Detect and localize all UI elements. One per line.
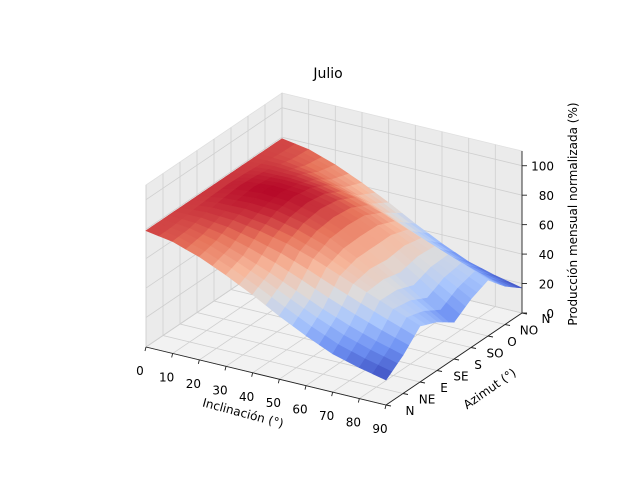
grid-line-z <box>145 136 523 230</box>
chart-title: Julio <box>312 66 342 82</box>
y-tick-mark <box>419 381 426 384</box>
y-tick-label: NE <box>419 393 436 407</box>
x-tick-mark <box>224 366 227 371</box>
y-tick-mark <box>470 347 477 349</box>
x-tick-label: 50 <box>266 396 281 410</box>
tick-labels: 0 10 20 30 40 50 60 70 80 90NNEESESSOONON02040608… <box>136 160 554 436</box>
axis-lines <box>144 151 528 410</box>
x-tick-label: 30 <box>212 383 227 397</box>
y-tick-label: N <box>406 404 415 418</box>
z-axis-label: Producción mensual normalizada (%) <box>566 102 580 325</box>
x-tick-label: 40 <box>239 390 254 404</box>
x-tick-mark <box>277 379 280 384</box>
x-tick-mark <box>171 353 174 358</box>
x-tick-mark <box>331 392 334 397</box>
x-tick-label: 60 <box>292 403 307 417</box>
x-axis-line <box>145 346 387 406</box>
z-tick-label: 20 <box>539 278 554 292</box>
x-tick-label: 20 <box>186 377 201 391</box>
z-tick-label: 60 <box>539 219 554 233</box>
x-tick-label: 0 <box>136 364 144 378</box>
y-tick-label: E <box>440 381 448 395</box>
z-tick-label: 0 <box>546 307 554 321</box>
y-tick-label: SE <box>453 370 468 384</box>
y-tick-label: SO <box>486 347 503 361</box>
x-tick-label: 90 <box>372 422 387 436</box>
x-tick-label: 80 <box>346 416 361 430</box>
x-tick-label: 10 <box>159 370 174 384</box>
y-tick-label: O <box>507 335 516 349</box>
z-tick-label: 40 <box>539 248 554 262</box>
y-tick-mark <box>504 324 511 326</box>
x-tick-label: 70 <box>319 409 334 423</box>
grid-line-z <box>145 107 523 201</box>
y-axis-label: Azimut (°) <box>461 365 519 411</box>
x-tick-mark <box>357 398 360 403</box>
y-tick-mark <box>436 370 443 372</box>
x-tick-mark <box>144 346 147 352</box>
x-tick-mark <box>384 404 387 410</box>
z-tick-label: 100 <box>531 160 554 174</box>
y-tick-mark <box>402 393 409 395</box>
z-tick-label: 80 <box>539 189 554 203</box>
y-tick-mark <box>487 335 494 338</box>
x-tick-mark <box>304 385 307 390</box>
y-tick-label: S <box>474 358 482 372</box>
y-tick-mark <box>453 358 460 361</box>
x-tick-mark <box>251 372 254 377</box>
surface-patch <box>372 364 393 381</box>
y-tick-label: NO <box>520 324 538 338</box>
y-tick-mark <box>385 404 392 407</box>
y-tick-label: N <box>542 312 551 326</box>
surface-mesh <box>145 138 523 381</box>
x-tick-mark <box>197 359 200 364</box>
